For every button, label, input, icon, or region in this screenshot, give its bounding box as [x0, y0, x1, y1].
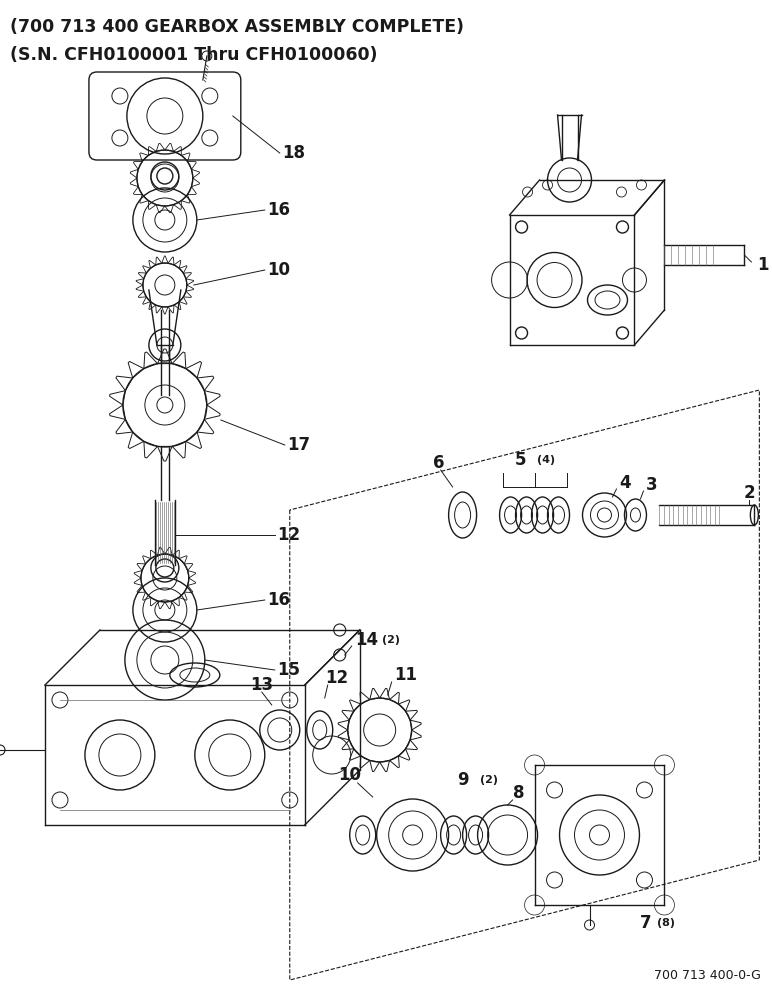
- Text: 10: 10: [267, 261, 290, 279]
- Text: 700 713 400-0-G: 700 713 400-0-G: [655, 969, 761, 982]
- Text: 12: 12: [325, 669, 348, 687]
- Text: (4): (4): [537, 455, 554, 465]
- Text: 16: 16: [267, 201, 290, 219]
- Text: 12: 12: [277, 526, 300, 544]
- Text: 10: 10: [337, 766, 361, 784]
- Text: (S.N. CFH0100001 Thru CFH0100060): (S.N. CFH0100001 Thru CFH0100060): [10, 46, 378, 64]
- Text: 18: 18: [282, 144, 305, 162]
- Text: (700 713 400 GEARBOX ASSEMBLY COMPLETE): (700 713 400 GEARBOX ASSEMBLY COMPLETE): [10, 18, 464, 36]
- Text: 13: 13: [250, 676, 273, 694]
- Text: 5: 5: [515, 451, 526, 469]
- Text: 7: 7: [639, 914, 651, 932]
- Text: 6: 6: [432, 454, 444, 472]
- Text: 9: 9: [458, 771, 469, 789]
- Text: 3: 3: [645, 476, 657, 494]
- Text: 11: 11: [394, 666, 418, 684]
- Text: 14: 14: [354, 631, 378, 649]
- Text: 17: 17: [286, 436, 310, 454]
- Text: 8: 8: [513, 784, 524, 802]
- Text: 4: 4: [619, 474, 631, 492]
- Text: 16: 16: [267, 591, 290, 609]
- Text: (2): (2): [381, 635, 400, 645]
- Text: (8): (8): [658, 918, 676, 928]
- Text: 1: 1: [757, 256, 769, 274]
- Text: 15: 15: [277, 661, 300, 679]
- Text: 2: 2: [743, 484, 755, 502]
- Text: (2): (2): [479, 775, 498, 785]
